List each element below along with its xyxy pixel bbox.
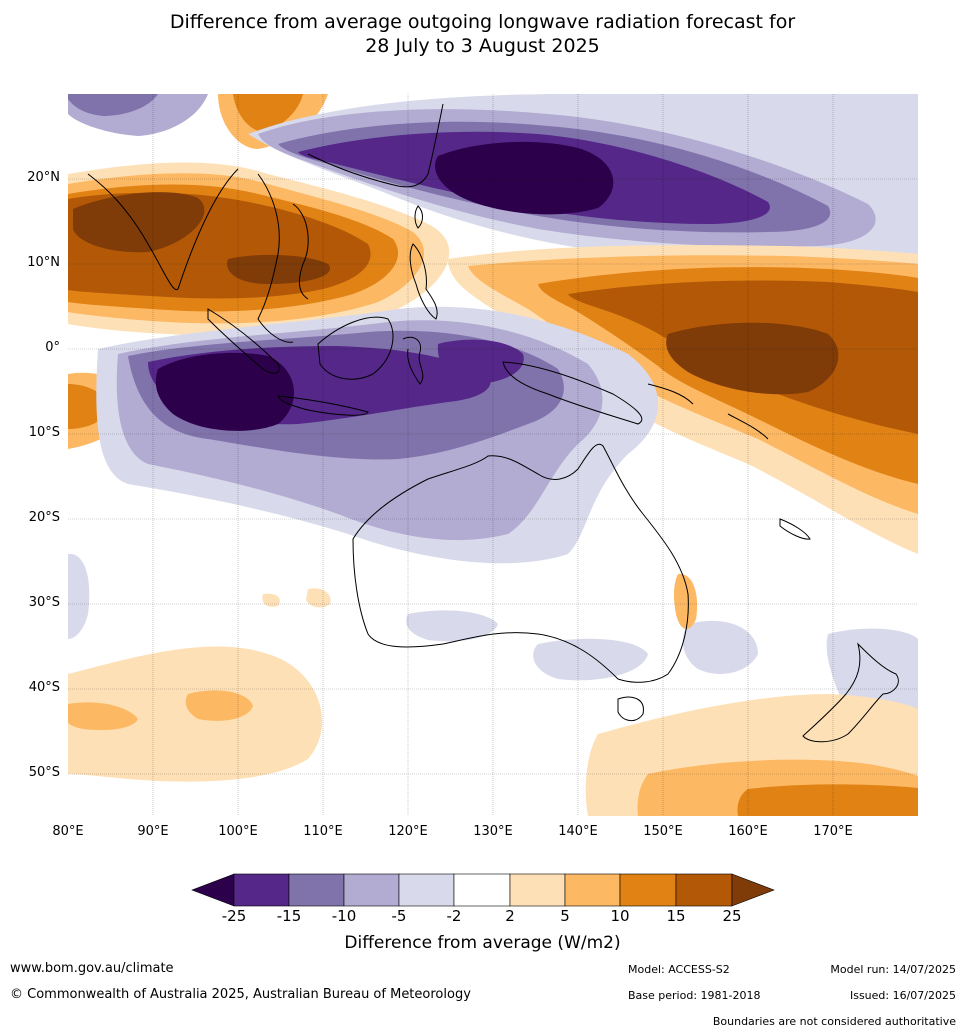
colorbar-tick: -15 bbox=[276, 907, 302, 925]
lat-label-20s: 20°S bbox=[28, 510, 60, 525]
lat-label-equator: 0° bbox=[45, 340, 60, 355]
colorbar-tick: -25 bbox=[221, 907, 247, 925]
lon-label-160e: 160°E bbox=[728, 824, 768, 839]
lon-label-100e: 100°E bbox=[218, 824, 258, 839]
map-canvas bbox=[68, 94, 918, 816]
colorbar-tick: 5 bbox=[560, 907, 570, 925]
negative-anomaly-south bbox=[68, 306, 918, 754]
coastlines bbox=[87, 103, 899, 743]
title-line-2: 28 July to 3 August 2025 bbox=[365, 35, 600, 57]
colorbar-cell-1 bbox=[233, 873, 290, 907]
colorbar-tick: 2 bbox=[505, 907, 515, 925]
model-run-text: Model run: 14/07/2025 bbox=[830, 963, 956, 976]
colorbar-cell-2 bbox=[288, 873, 345, 907]
colorbar-tick: 10 bbox=[610, 907, 630, 925]
lat-label-10n: 10°N bbox=[27, 255, 60, 270]
positive-anomaly-north bbox=[68, 94, 450, 336]
lon-label-80e: 80°E bbox=[52, 824, 84, 839]
colorbar-tick: 25 bbox=[722, 907, 742, 925]
colorbar-tick: 15 bbox=[666, 907, 686, 925]
title-line-1: Difference from average outgoing longwav… bbox=[169, 11, 796, 33]
graticule bbox=[68, 94, 918, 816]
map-title: Difference from average outgoing longwav… bbox=[0, 10, 965, 58]
colorbar-cell-6 bbox=[509, 873, 566, 907]
issued-text: Issued: 16/07/2025 bbox=[849, 989, 956, 1002]
disclaimer-text: Boundaries are not considered authoritat… bbox=[712, 1015, 956, 1028]
base-period-text: Base period: 1981-2018 bbox=[628, 989, 761, 1002]
colorbar-cell-7 bbox=[564, 873, 621, 907]
copyright-text: © Commonwealth of Australia 2025, Austra… bbox=[10, 987, 471, 1002]
negative-anomaly-north bbox=[68, 94, 918, 262]
colorbar-tick: -2 bbox=[446, 907, 462, 925]
colorbar-cell-3 bbox=[343, 873, 400, 907]
lon-label-110e: 110°E bbox=[303, 824, 343, 839]
colorbar-cell-9 bbox=[675, 873, 733, 907]
colorbar-cell-0 bbox=[191, 873, 235, 907]
lat-label-10s: 10°S bbox=[28, 425, 60, 440]
lat-label-30s: 30°S bbox=[28, 595, 60, 610]
lat-label-40s: 40°S bbox=[28, 680, 60, 695]
lat-label-50s: 50°S bbox=[28, 765, 60, 780]
colorbar bbox=[191, 873, 775, 907]
lon-label-150e: 150°E bbox=[643, 824, 683, 839]
colorbar-cell-4 bbox=[398, 873, 455, 907]
lat-label-20n: 20°N bbox=[27, 170, 60, 185]
colorbar-cell-10 bbox=[731, 873, 775, 907]
model-text: Model: ACCESS-S2 bbox=[628, 963, 730, 976]
colorbar-tick: -5 bbox=[391, 907, 407, 925]
lon-label-130e: 130°E bbox=[473, 824, 513, 839]
lon-label-140e: 140°E bbox=[558, 824, 598, 839]
positive-anomaly-south bbox=[68, 573, 918, 816]
website-link[interactable]: www.bom.gov.au/climate bbox=[10, 961, 174, 976]
olr-anomaly-map bbox=[68, 94, 918, 816]
lon-label-90e: 90°E bbox=[137, 824, 169, 839]
colorbar-tick: -10 bbox=[331, 907, 357, 925]
colorbar-cell-5 bbox=[453, 873, 511, 907]
lon-label-170e: 170°E bbox=[813, 824, 853, 839]
colorbar-label: Difference from average (W/m2) bbox=[344, 933, 621, 953]
colorbar-cell-8 bbox=[619, 873, 677, 907]
lon-label-120e: 120°E bbox=[388, 824, 428, 839]
positive-anomaly-east bbox=[68, 245, 918, 554]
